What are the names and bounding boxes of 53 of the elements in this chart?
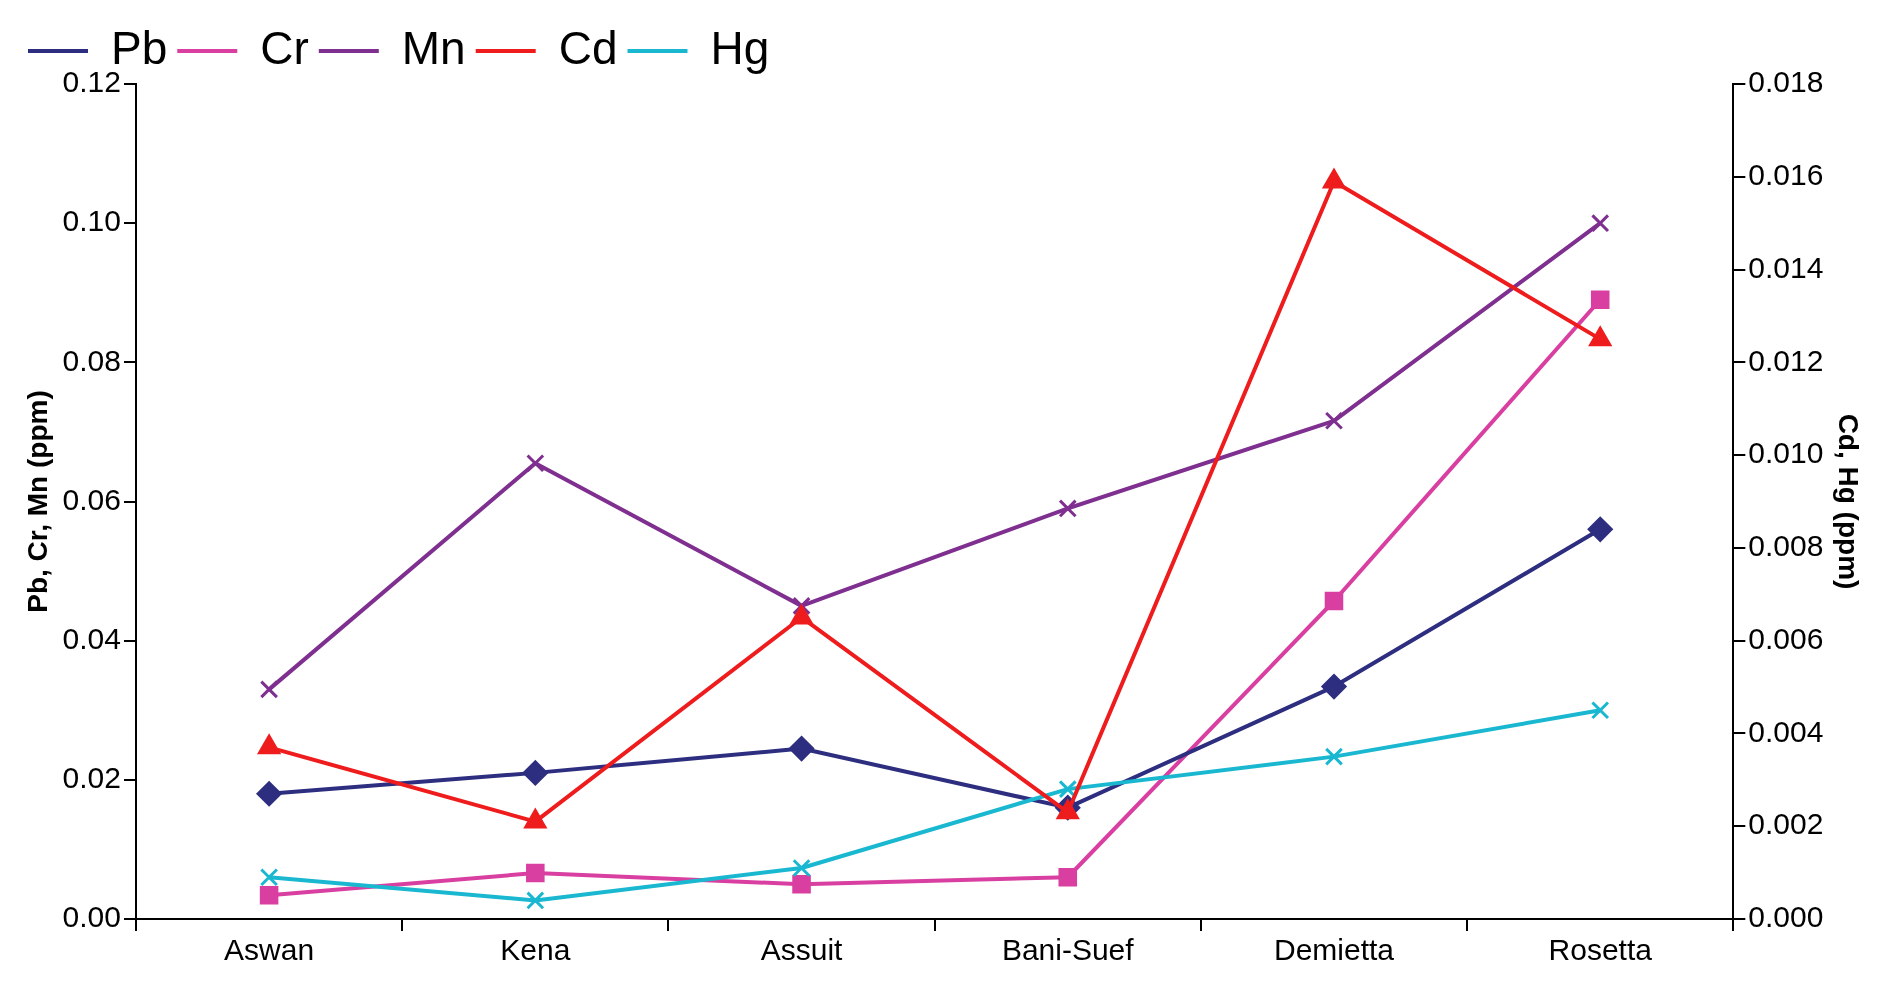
x-tick-label: Assuit (760, 933, 844, 967)
point (789, 736, 815, 762)
point (526, 863, 545, 883)
x-tick-label: Bani-Suef (1001, 933, 1135, 967)
point (1324, 747, 1344, 766)
y-tick-label: 0.06 (62, 482, 121, 516)
point (1590, 700, 1610, 720)
point (792, 874, 811, 894)
x-tick-label: Aswan (224, 933, 315, 967)
y2-tick-label: 0.014 (1748, 250, 1824, 284)
legend-label: Cr (260, 21, 309, 74)
y2-tick-label: 0.000 (1748, 900, 1824, 934)
point (792, 858, 811, 878)
legend-label: Cd (558, 21, 618, 74)
x-tick-label: Kena (500, 933, 571, 967)
point (1587, 516, 1613, 542)
point (1058, 867, 1078, 887)
legend-label: Mn (401, 21, 466, 74)
legend-label: Hg (710, 21, 770, 74)
y-tick-label: 0.08 (62, 343, 121, 377)
x-tick-label: Demietta (1273, 933, 1395, 967)
y2-tick-label: 0.010 (1748, 436, 1824, 470)
y2-tick-label: 0.018 (1748, 65, 1824, 99)
y-tick-label: 0.12 (62, 65, 121, 99)
point (259, 680, 279, 699)
point (1589, 326, 1612, 347)
y2-tick-label: 0.012 (1748, 343, 1824, 377)
y2-tick-label: 0.004 (1748, 714, 1824, 748)
y-axis-title: Pb, Cr, Mn (ppm) (21, 390, 53, 613)
point (526, 453, 545, 473)
point (256, 781, 282, 807)
point (526, 891, 545, 910)
y2-tick-label: 0.008 (1748, 529, 1824, 563)
point (1324, 411, 1344, 431)
y2-tick-label: 0.002 (1748, 807, 1824, 841)
x-tick-label: Rosetta (1548, 933, 1653, 967)
point (259, 886, 279, 905)
y-tick-label: 0.02 (62, 761, 121, 795)
point (1058, 499, 1078, 518)
point (259, 867, 279, 887)
point (1324, 591, 1344, 611)
point (522, 760, 548, 786)
point (1590, 290, 1610, 309)
point (1322, 168, 1346, 189)
y-tick-label: 0.00 (62, 900, 121, 934)
point (1590, 213, 1610, 233)
y2-tick-label: 0.016 (1748, 158, 1824, 192)
y-tick-label: 0.04 (62, 621, 121, 655)
y2-axis-title: Cd, Hg (ppm) (1833, 413, 1865, 590)
point (790, 604, 813, 625)
point (1321, 674, 1347, 700)
y2-tick-label: 0.006 (1748, 621, 1824, 655)
y-tick-label: 0.10 (62, 204, 121, 238)
